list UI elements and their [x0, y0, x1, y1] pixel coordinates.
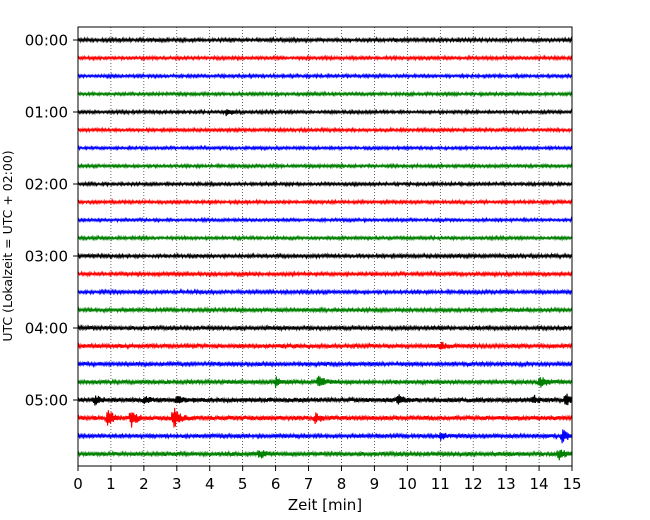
seismogram-traces — [77, 36, 573, 461]
trace-0230 — [77, 216, 573, 224]
trace-0430 — [77, 360, 573, 369]
x-tick-label: 2 — [139, 475, 149, 493]
trace-0215 — [77, 198, 573, 206]
y-tick-label: 04:00 — [25, 320, 68, 338]
x-tick-label: 11 — [431, 475, 450, 493]
y-tick-label: 02:00 — [25, 176, 68, 194]
trace-0000 — [77, 36, 573, 44]
y-tick-label: 00:00 — [25, 32, 68, 50]
x-tick-label: 4 — [205, 475, 215, 493]
trace-0400 — [77, 323, 573, 333]
trace-0300 — [77, 252, 573, 260]
trace-0100 — [77, 108, 573, 117]
trace-0530 — [77, 429, 573, 444]
x-tick-label: 15 — [562, 475, 581, 493]
trace-0500 — [77, 393, 573, 406]
x-tick-label: 12 — [464, 475, 483, 493]
trace-0345 — [77, 306, 573, 314]
x-tick-label: 1 — [106, 475, 116, 493]
y-tick-label: 03:00 — [25, 248, 68, 266]
trace-0245 — [77, 234, 573, 242]
trace-0545 — [77, 449, 573, 461]
trace-0200 — [77, 180, 573, 188]
trace-0330 — [77, 288, 573, 296]
trace-0115 — [77, 126, 573, 134]
x-tick-label: 7 — [304, 475, 314, 493]
x-tick-label: 8 — [337, 475, 347, 493]
plot-frame — [77, 26, 573, 467]
x-tick-label: 13 — [497, 475, 516, 493]
x-tick-label: 10 — [398, 475, 417, 493]
x-tick-label: 9 — [370, 475, 380, 493]
x-gridlines — [110, 27, 540, 466]
trace-0145 — [77, 162, 573, 170]
x-axis-label: Zeit [min] — [288, 496, 362, 514]
x-tick-label: 0 — [73, 475, 83, 493]
y-tick-label: 01:00 — [25, 104, 68, 122]
y-axis-label: UTC (Lokalzeit = UTC + 02:00) — [0, 150, 15, 341]
trace-0315 — [77, 269, 573, 278]
trace-0445 — [77, 375, 573, 389]
trace-0130 — [77, 144, 573, 152]
x-axis-ticks: 0 1 2 3 4 5 6 7 8 9 10 11 12 13 14 15 — [73, 466, 582, 493]
y-tick-label: 05:00 — [25, 392, 68, 410]
x-tick-label: 3 — [172, 475, 182, 493]
y-axis-ticks: 00:00 01:00 02:00 03:00 04:00 05:00 — [25, 32, 78, 410]
trace-0015 — [77, 54, 573, 62]
trace-0030 — [77, 72, 573, 80]
x-tick-label: 6 — [271, 475, 281, 493]
x-tick-label: 5 — [238, 475, 248, 493]
x-tick-label: 14 — [530, 475, 549, 493]
trace-0045 — [77, 90, 573, 98]
trace-0415 — [77, 341, 573, 350]
trace-0515 — [77, 407, 573, 428]
